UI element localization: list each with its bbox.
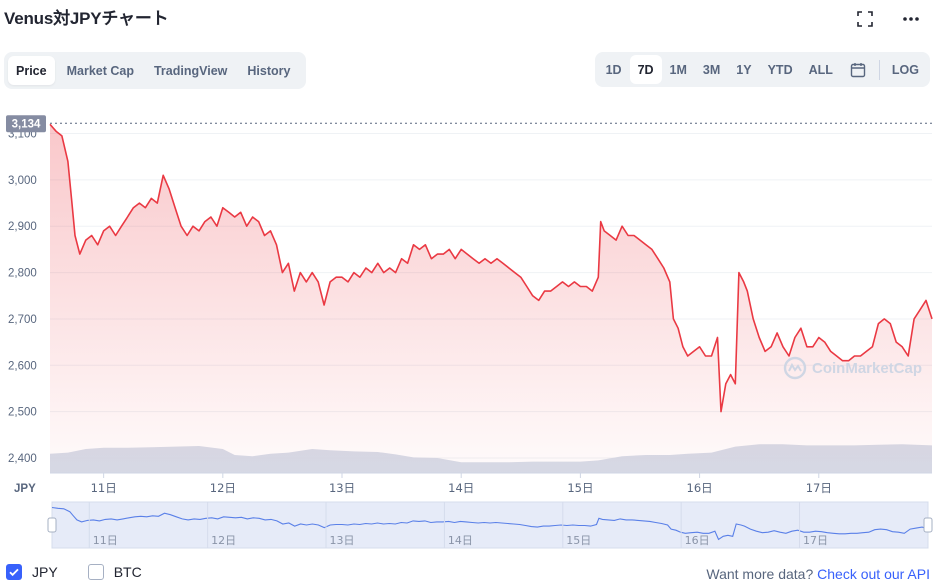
jpy-checkbox[interactable]: [6, 564, 22, 580]
price-chart[interactable]: 3,1003,0002,9002,8002,7002,6002,5002,400…: [0, 105, 934, 497]
chart-tabs: Price Market Cap TradingView History: [4, 52, 307, 89]
navigator-tick-label: 12日: [211, 534, 236, 547]
range-divider: [878, 59, 880, 80]
check-icon: [9, 568, 19, 577]
fullscreen-icon[interactable]: [854, 8, 876, 30]
y-tick-label: 2,800: [8, 268, 37, 280]
navigator-window: [51, 501, 929, 549]
price-area-fill: [50, 124, 932, 474]
range-selector: 1D 7D 1M 3M 1Y YTD ALL LOG: [594, 52, 930, 87]
legend-label-btc: BTC: [113, 564, 142, 580]
watermark-text: CoinMarketCap: [812, 359, 923, 377]
more-icon[interactable]: [900, 8, 922, 30]
x-tick-label: 11日: [91, 481, 117, 495]
range-navigator[interactable]: 11日 12日 13日 14日 15日 16日 17日: [0, 498, 934, 554]
watermark: CoinMarketCap: [783, 356, 922, 380]
top-icons: [854, 8, 922, 30]
api-prefix: Want more data?: [706, 566, 814, 582]
legend: JPY BTC: [6, 564, 172, 580]
navigator-tick-label: 16日: [685, 534, 710, 547]
coinmarketcap-logo-icon: [783, 356, 807, 380]
chart-title: Venus対JPYチャート: [4, 9, 169, 28]
x-tick-label: 16日: [687, 481, 713, 495]
navigator-tick-label: 15日: [566, 534, 591, 547]
calendar-icon[interactable]: [841, 55, 875, 84]
range-1m[interactable]: 1M: [669, 62, 687, 77]
range-all[interactable]: ALL: [808, 62, 833, 77]
range-7d[interactable]: 7D: [629, 55, 662, 84]
y-tick-label: 2,400: [8, 453, 37, 465]
navigator-handle-right[interactable]: [923, 517, 933, 533]
price-line: [49, 123, 933, 413]
tab-history[interactable]: History: [247, 63, 291, 78]
navigator-tick-label: 13日: [330, 534, 355, 547]
y-tick-label: 2,900: [8, 221, 37, 233]
y-tick-label: 2,700: [8, 314, 37, 326]
x-tick-label: 13日: [329, 481, 355, 495]
navigator-tick-label: 11日: [93, 534, 118, 547]
y-tick-label: 3,000: [8, 175, 37, 187]
range-1d[interactable]: 1D: [605, 62, 622, 77]
range-ytd[interactable]: YTD: [767, 62, 793, 77]
tab-market-cap[interactable]: Market Cap: [66, 63, 134, 78]
tab-price[interactable]: Price: [8, 56, 55, 85]
x-tick-label: 12日: [210, 481, 236, 495]
legend-item-btc[interactable]: BTC: [87, 564, 142, 580]
navigator-handle-left[interactable]: [47, 517, 57, 533]
range-3m[interactable]: 3M: [702, 62, 721, 77]
x-tick-label: 14日: [448, 481, 474, 495]
navigator-tick-label: 17日: [803, 534, 828, 547]
current-price-badge: [6, 115, 46, 133]
api-link[interactable]: Check out our API: [817, 566, 930, 582]
navigator-tick-label: 14日: [448, 534, 473, 547]
btc-checkbox[interactable]: [87, 564, 104, 580]
current-price-label: 3,134: [12, 118, 41, 130]
api-promo: Want more data? Check out our API: [706, 566, 930, 582]
y-tick-label: 2,500: [8, 407, 37, 419]
currency-label: JPY: [14, 483, 36, 495]
tab-tradingview[interactable]: TradingView: [153, 63, 228, 78]
legend-item-jpy[interactable]: JPY: [6, 564, 58, 580]
range-1y[interactable]: 1Y: [736, 62, 752, 77]
legend-label-jpy: JPY: [32, 564, 58, 580]
x-tick-label: 17日: [806, 481, 832, 495]
log-button[interactable]: LOG: [891, 62, 919, 77]
navigator-line: [51, 506, 929, 541]
y-tick-label: 2,600: [8, 360, 37, 372]
x-tick-label: 15日: [567, 481, 593, 495]
